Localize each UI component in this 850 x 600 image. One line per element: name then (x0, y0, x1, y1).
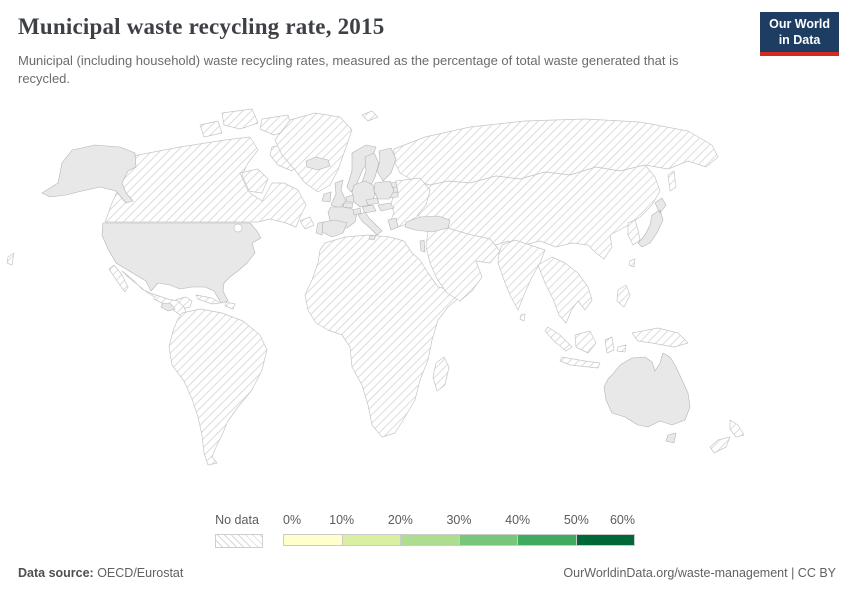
region-middle-east-nodata[interactable] (425, 227, 501, 302)
legend-bin-20-30%[interactable] (400, 534, 460, 546)
country-netherlands[interactable] (345, 194, 355, 203)
country-greece[interactable] (387, 217, 399, 231)
country-czechia[interactable] (365, 197, 380, 206)
region-taiwan-nodata[interactable] (628, 258, 636, 268)
country-israel[interactable] (419, 239, 426, 253)
legend-no-data-swatch[interactable] (215, 534, 263, 548)
country-belgium[interactable] (342, 202, 354, 209)
country-spain[interactable] (321, 219, 348, 238)
chart-subtitle: Municipal (including household) waste re… (18, 53, 679, 86)
country-portugal[interactable] (315, 221, 324, 236)
region-philippines-nodata[interactable] (616, 284, 631, 308)
country-iceland[interactable] (305, 156, 331, 171)
owid-logo[interactable]: Our World in Data (760, 12, 839, 57)
legend-tick-label: 50% (563, 513, 589, 527)
region-india-nodata[interactable] (497, 239, 546, 322)
region-papua-new-guinea-nodata[interactable] (631, 327, 689, 348)
country-ireland[interactable] (321, 191, 332, 203)
country-united-states[interactable] (101, 222, 262, 304)
country-poland[interactable] (373, 180, 395, 200)
legend-tick-label: 60% (609, 513, 635, 527)
region-sakhalin-nodata[interactable] (667, 170, 677, 192)
country-finland[interactable] (376, 147, 397, 182)
legend-bin-30-40%[interactable] (458, 534, 518, 546)
region-canada-nodata[interactable] (104, 136, 307, 228)
data-source-value: OECD/Eurostat (93, 566, 184, 580)
region-new-zealand-nodata[interactable] (709, 419, 745, 454)
world-map[interactable] (0, 95, 850, 510)
country-australia[interactable] (603, 352, 691, 444)
country-costa-rica[interactable] (160, 302, 176, 312)
legend-bin-50-60%[interactable] (575, 534, 635, 546)
region-caribbean-nodata[interactable] (195, 294, 236, 310)
region-greenland-nodata[interactable] (274, 112, 353, 193)
legend-tick-label: 30% (446, 513, 472, 527)
region-east-russia-sliver-nodata[interactable] (6, 252, 15, 266)
chart-footer: Data source: OECD/Eurostat OurWorldinDat… (18, 566, 836, 580)
region-eastern-europe-nodata[interactable] (389, 177, 431, 229)
data-source-label: Data source: (18, 566, 94, 580)
region-newfoundland-nodata[interactable] (299, 216, 315, 230)
legend-bin-40-50%[interactable] (517, 534, 577, 546)
legend-no-data-label: No data (215, 513, 259, 527)
region-madagascar-nodata[interactable] (432, 356, 450, 392)
legend-bin-0-10%[interactable] (283, 534, 343, 546)
legend-tick-label: 10% (329, 513, 355, 527)
country-japan[interactable] (637, 197, 667, 248)
owid-logo-line1: Our World (769, 17, 830, 31)
legend-bar[interactable] (283, 534, 635, 546)
country-united-kingdom[interactable] (330, 179, 347, 209)
owid-logo-line2: in Data (778, 32, 821, 47)
country-slovakia[interactable] (377, 202, 395, 212)
region-south-america-nodata[interactable] (168, 308, 268, 466)
legend-tick-label: 20% (387, 513, 413, 527)
region-svalbard-nodata[interactable] (361, 110, 379, 122)
region-indonesia-nodata[interactable] (544, 326, 627, 369)
great-lakes (233, 223, 243, 233)
country-austria[interactable] (361, 204, 377, 214)
page-title: Municipal waste recycling rate, 2015 (18, 14, 385, 39)
legend-ticks: 0% 10% 20% 30% 40% 50% 60% (283, 513, 635, 528)
credit-link[interactable]: OurWorldinData.org/waste-management | CC… (563, 566, 836, 580)
region-southeast-asia-nodata[interactable] (537, 256, 593, 324)
country-switzerland[interactable] (352, 207, 362, 216)
country-turkey[interactable] (404, 215, 451, 233)
country-alaska[interactable] (41, 144, 137, 204)
legend-tick-label: 40% (505, 513, 531, 527)
data-source: Data source: OECD/Eurostat (18, 566, 183, 580)
legend-tick-label: 0% (283, 513, 302, 527)
region-africa-nodata[interactable] (304, 234, 461, 438)
region-mexico-nodata[interactable] (108, 264, 193, 310)
region-korea-nodata[interactable] (627, 219, 641, 246)
country-italy[interactable] (357, 211, 383, 241)
legend-bin-10-20%[interactable] (341, 534, 401, 546)
